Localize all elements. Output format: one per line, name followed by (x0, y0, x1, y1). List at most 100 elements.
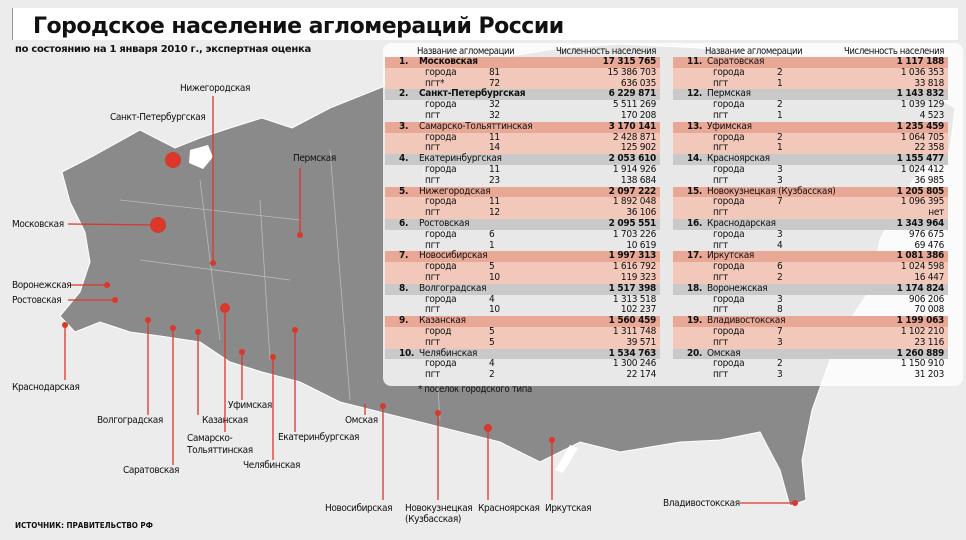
table-row-detail: пгт 32 170 208 (385, 109, 660, 122)
settlement-count: 11 (489, 163, 500, 175)
population: 1 892 048 (612, 196, 656, 208)
agglomeration-group: 18. Воронежская 1 174 824 города 3 906 206 пгт… (673, 283, 948, 316)
agglomeration-name: Уфимская (707, 120, 752, 132)
population: 33 818 (914, 77, 944, 89)
table-row-total: 14. Красноярская 1 155 477 (673, 153, 948, 165)
agglomeration-group: 12. Пермская 1 143 832 города 2 1 039 129 пгт 1… (673, 89, 948, 121)
settlement-type: пгт (713, 142, 728, 154)
table-row-detail: пгт 1 22 358 (673, 142, 948, 155)
label-chelyabinsk: Челябинская (243, 460, 301, 471)
page-title: Городское население агломераций России (33, 14, 564, 39)
table-row-total: 17. Иркутская 1 081 386 (673, 251, 948, 263)
agglomeration-name: Владивостокская (707, 315, 786, 327)
table-row-detail: пгт 2 22 174 (385, 369, 660, 381)
settlement-count: 5 (489, 325, 495, 337)
population: нет (928, 207, 944, 219)
settlement-type: пгт (713, 239, 728, 251)
agglomeration-group: 17. Иркутская 1 081 386 города 6 1 024 598 пгт… (673, 251, 948, 284)
table-header: Название агломерации Численность населени… (385, 47, 660, 57)
settlement-count: 10 (489, 271, 500, 283)
population: 138 684 (620, 174, 656, 186)
table-row-detail: города 6 1 703 226 (385, 228, 660, 241)
settlement-count: 1 (489, 239, 495, 251)
population: 119 323 (620, 271, 656, 283)
settlement-type: города (713, 66, 745, 78)
agglomeration-name: Краснодарская (707, 217, 776, 229)
agglomeration-name: Нижегородская (419, 185, 491, 197)
agglomeration-name: Саратовская (707, 56, 765, 67)
label-samara-2: Тольяттинская (187, 445, 253, 456)
population: 1 102 210 (900, 325, 944, 337)
population: 10 619 (626, 239, 656, 251)
label-novokuz-2: (Кузбасская) (405, 514, 462, 525)
population: 102 237 (620, 304, 656, 316)
table-row-detail: города 7 1 096 395 (673, 197, 948, 209)
settlement-type: города (425, 261, 457, 273)
settlement-type: пгт (713, 174, 728, 186)
label-omsk: Омская (345, 415, 378, 426)
settlement-type: города (425, 131, 457, 143)
table-row-detail: города 7 1 102 210 (673, 325, 948, 338)
agglomeration-group: 2. Санкт-Петербургская 6 229 871 города 32 5 … (385, 89, 660, 121)
agglomeration-group: 5. Нижегородская 2 097 222 города 11 1 892 04… (385, 185, 660, 219)
table-row-detail: города 81 15 386 703 (385, 67, 660, 79)
settlement-count: 1 (777, 142, 783, 154)
agglomeration-group: 9. Казанская 1 560 459 город 5 1 311 748 пгт 5 3… (385, 315, 660, 349)
settlement-type: пгт (425, 109, 440, 121)
table-row-detail: пгт 14 125 902 (385, 143, 660, 155)
settlement-count: 6 (489, 228, 495, 240)
agglomeration-name: Екатеринбургская (419, 153, 502, 165)
table-row-detail: пгт 10 102 237 (385, 305, 660, 316)
population: 1 311 748 (612, 325, 656, 337)
population: 1 313 518 (612, 293, 656, 305)
settlement-type: города (425, 358, 457, 370)
table-column-2: Название агломерации Численность населени… (673, 47, 948, 381)
settlement-count: 11 (489, 131, 500, 143)
settlement-count: 3 (777, 336, 783, 348)
settlement-type: пгт (713, 77, 728, 89)
settlement-type: пгт (425, 369, 440, 381)
agglomeration-name: Новосибирская (419, 250, 488, 262)
table-header: Название агломерации Численность населени… (673, 47, 948, 57)
agglomeration-group: 13. Уфимская 1 235 459 города 2 1 064 705 пгт 1… (673, 120, 948, 155)
footnote: * поселок городского типа (418, 384, 532, 395)
population-total: 1 117 188 (896, 56, 945, 67)
settlement-count: 2 (777, 358, 783, 370)
population: 1 024 598 (900, 261, 944, 273)
table-row-detail: пгт 1 10 619 (385, 239, 660, 252)
rank: 2. (399, 88, 409, 100)
label-ekb: Екатеринбургская (278, 432, 360, 443)
table-row-detail: города 4 1 300 246 (385, 359, 660, 370)
table-row-total: 15. Новокузнецкая (Кузбасская) 1 205 805 (673, 186, 948, 198)
table-row-total: 11. Саратовская 1 117 188 (673, 56, 948, 68)
label-saratov: Саратовская (123, 465, 179, 476)
population: 23 116 (914, 336, 944, 348)
table-row-total: 18. Воронежская 1 174 824 (673, 283, 948, 295)
settlement-type: пгт (425, 207, 440, 219)
agglomeration-group: 16. Краснодарская 1 343 964 города 3 976 675 п… (673, 217, 948, 251)
settlement-count: 5 (489, 336, 495, 348)
settlement-type: город (425, 325, 452, 337)
settlement-count: 3 (777, 174, 783, 186)
table-row-detail: пгт* 72 636 035 (385, 78, 660, 90)
label-voronezh: Воронежская (12, 280, 72, 291)
settlement-count: 6 (777, 261, 783, 273)
population: 1 914 926 (612, 163, 656, 175)
settlement-count: 4 (489, 358, 495, 370)
rank: 11. (687, 56, 703, 67)
agglomeration-name: Волгоградская (419, 282, 487, 294)
table-row-total: 5. Нижегородская 2 097 222 (385, 185, 660, 198)
table-row-detail: города 11 2 428 871 (385, 131, 660, 144)
table-row-detail: города 4 1 313 518 (385, 293, 660, 306)
population: 22 174 (626, 369, 656, 381)
table-row-detail: города 3 1 024 412 (673, 164, 948, 176)
header-name: Название агломерации (417, 46, 515, 57)
table-row-detail: пгт 23 138 684 (385, 174, 660, 187)
table-row-detail: пгт 2 16 447 (673, 272, 948, 284)
settlement-count: 32 (489, 99, 500, 111)
table-row-total: 3. Самарско-Тольяттинская 3 170 141 (385, 121, 660, 133)
population: 1 616 792 (612, 261, 656, 273)
label-nizhny: Нижегородская (180, 83, 251, 94)
table-row-detail: пгт 3 36 985 (673, 174, 948, 187)
population-total: 1 517 398 (608, 282, 657, 294)
